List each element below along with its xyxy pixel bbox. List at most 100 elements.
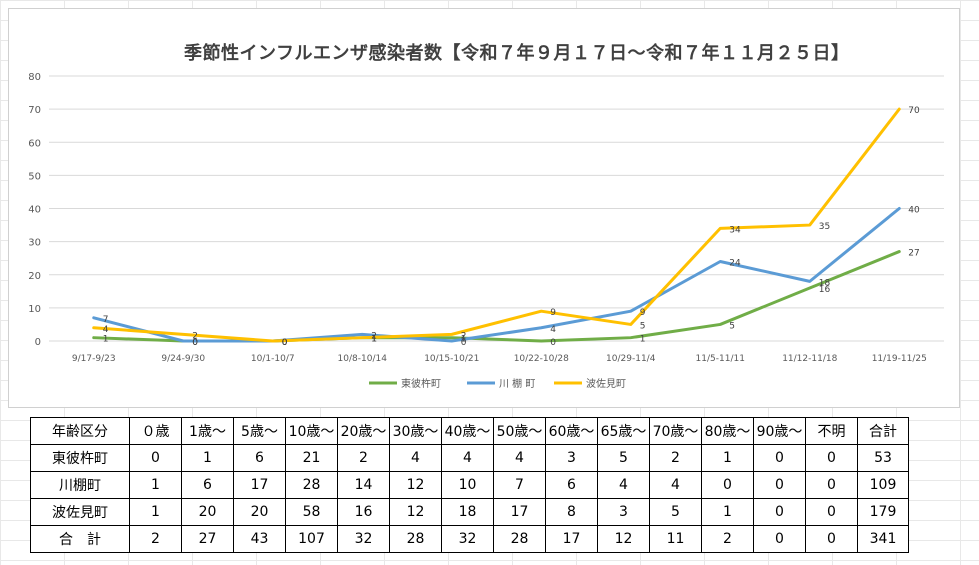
data-label: 0 [461, 338, 467, 348]
data-label: 0 [192, 338, 198, 348]
table-cell: 20 [233, 498, 286, 526]
chart-area[interactable]: 0 10 20 30 40 50 60 70 80 9/17-9/23 9/24-9/30 10/1-… [8, 8, 960, 408]
data-label: 1 [371, 335, 377, 345]
y-tick-label: 70 [28, 105, 41, 116]
table-cell: 179 [857, 498, 909, 526]
table-cell: 28 [493, 525, 546, 553]
x-tick-label: 10/15-10/21 [424, 354, 479, 364]
table-cell: 3 [597, 498, 650, 526]
y-tick-label: 60 [28, 138, 41, 149]
x-tick-label: 11/12-11/18 [782, 354, 837, 364]
x-tick-label: 9/17-9/23 [72, 354, 116, 364]
table-row: 合 計 2 27 43 107 32 28 32 28 17 12 11 2 0 0 341 [30, 525, 909, 553]
header-cell: ０歳 [129, 417, 182, 445]
table-cell: 1 [129, 471, 182, 499]
table-cell: 17 [493, 498, 546, 526]
table-cell: 18 [441, 498, 494, 526]
row-label: 東彼杵町 [30, 444, 130, 472]
table-cell: 0 [129, 444, 182, 472]
table-cell: 10 [441, 471, 494, 499]
series-line-1 [92, 250, 901, 343]
table-cell: 28 [285, 471, 338, 499]
legend-label-2: 川 棚 町 [499, 377, 535, 390]
table-cell: 53 [857, 444, 909, 472]
table-cell: 27 [181, 525, 234, 553]
table-cell: 4 [649, 471, 702, 499]
data-label: 1 [461, 335, 467, 345]
data-label: 16 [819, 285, 831, 295]
table-cell: 16 [337, 498, 390, 526]
table-cell: 17 [545, 525, 598, 553]
chart-title: 季節性インフルエンザ感染者数【令和７年９月１７日～令和７年１１月２５日】 [184, 43, 850, 64]
header-cell: 70歳～ [649, 417, 702, 445]
data-label: 34 [729, 225, 741, 235]
table-cell: 0 [753, 471, 806, 499]
table-cell: 43 [233, 525, 286, 553]
table-cell: 21 [285, 444, 338, 472]
table-cell: 6 [233, 444, 286, 472]
table-cell: 20 [181, 498, 234, 526]
header-cell: 80歳～ [701, 417, 754, 445]
data-label: 7 [103, 315, 109, 325]
table-cell: 7 [493, 471, 546, 499]
table-cell: 2 [701, 525, 754, 553]
data-label: 0 [192, 338, 198, 348]
table-cell: 14 [337, 471, 390, 499]
header-cell: 30歳～ [389, 417, 442, 445]
data-label: 0 [282, 338, 288, 348]
header-cell: 65歳～ [597, 417, 650, 445]
table-cell: 107 [285, 525, 338, 553]
header-age-group: 年齢区分 [30, 417, 130, 445]
table-cell: 3 [545, 444, 598, 472]
table-cell: 341 [857, 525, 909, 553]
y-tick-label: 20 [28, 271, 41, 282]
data-label: 24 [729, 259, 741, 269]
table-cell: 32 [441, 525, 494, 553]
row-label: 波佐見町 [30, 498, 130, 526]
table-cell: 1 [701, 498, 754, 526]
data-label: 1 [103, 335, 109, 345]
y-tick-label: 30 [28, 238, 41, 249]
header-cell: 10歳～ [285, 417, 338, 445]
table-cell: 11 [649, 525, 702, 553]
table-row: 東彼杵町 0 1 6 21 2 4 4 4 3 5 2 1 0 0 53 [30, 444, 909, 472]
x-tick-label: 9/24-9/30 [161, 354, 205, 364]
table-cell: 12 [597, 525, 650, 553]
table-cell: 4 [597, 471, 650, 499]
data-label: 0 [282, 338, 288, 348]
table-cell: 17 [233, 471, 286, 499]
data-label: 18 [819, 278, 831, 288]
table-cell: 1 [129, 498, 182, 526]
y-tick-label: 0 [35, 337, 41, 348]
header-cell: 1歳～ [181, 417, 234, 445]
data-label: 35 [819, 222, 830, 232]
data-label: 4 [550, 325, 556, 335]
data-label: 40 [908, 206, 920, 216]
legend-label-1: 東彼杵町 [401, 377, 441, 390]
header-cell: 50歳～ [493, 417, 546, 445]
data-label: 9 [640, 308, 646, 318]
header-cell: 5歳～ [233, 417, 286, 445]
series-line-3 [92, 107, 901, 343]
table-cell: 4 [441, 444, 494, 472]
data-label: 0 [550, 338, 556, 348]
table-cell: 12 [389, 498, 442, 526]
table-cell: 6 [181, 471, 234, 499]
table-cell: 0 [805, 444, 858, 472]
table-cell: 2 [337, 444, 390, 472]
data-label: 2 [461, 331, 467, 341]
table-cell: 12 [389, 471, 442, 499]
table-cell: 2 [649, 444, 702, 472]
data-label: 5 [729, 321, 735, 331]
data-label: 9 [550, 308, 556, 318]
table-cell: 109 [857, 471, 909, 499]
table-cell: 32 [337, 525, 390, 553]
table-cell: 58 [285, 498, 338, 526]
table-cell: 2 [129, 525, 182, 553]
table-row: 川棚町 1 6 17 28 14 12 10 7 6 4 4 0 0 0 109 [30, 471, 909, 499]
series-line-2 [92, 207, 901, 343]
x-tick-label: 11/5-11/11 [696, 354, 745, 364]
table-cell: 5 [649, 498, 702, 526]
y-tick-label: 40 [28, 205, 41, 216]
